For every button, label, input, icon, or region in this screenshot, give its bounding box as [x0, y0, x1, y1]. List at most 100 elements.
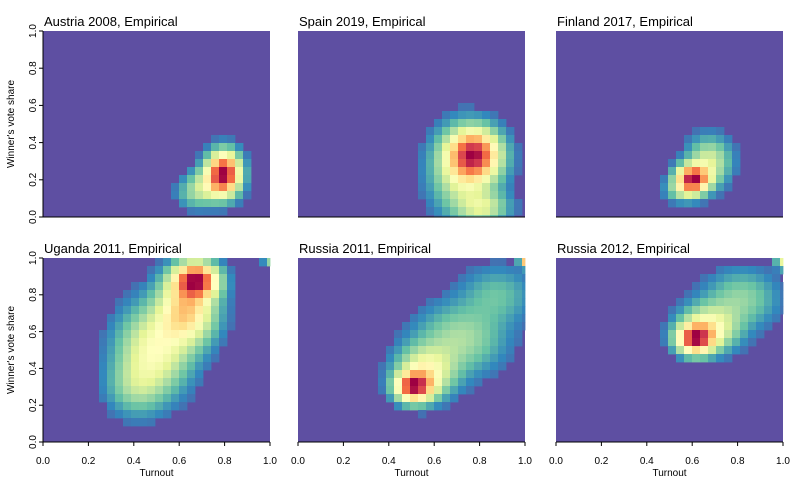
heatmap-cell: [203, 151, 212, 160]
heatmap-cell: [684, 330, 693, 339]
heatmap-cell: [426, 322, 435, 331]
heatmap-cell: [466, 378, 475, 387]
heatmap-cell: [442, 191, 451, 200]
heatmap-cell: [426, 386, 435, 395]
heatmap-cell: [171, 258, 180, 267]
heatmap-cell: [426, 199, 435, 208]
heatmap-cell: [708, 151, 717, 160]
heatmap-cell: [498, 258, 507, 267]
y-tick-label: 0.2: [28, 398, 39, 412]
heatmap-cell: [708, 127, 717, 136]
heatmap-cell: [426, 346, 435, 355]
heatmap-cell: [442, 127, 451, 136]
heatmap-cell: [700, 314, 709, 323]
heatmap-cell: [442, 354, 451, 363]
heatmap-cell: [99, 386, 108, 395]
heatmap-cell: [115, 394, 124, 403]
heatmap-cell: [195, 151, 204, 160]
heatmap-cell: [434, 338, 443, 347]
heatmap-cell: [211, 330, 220, 339]
heatmap-cell: [179, 346, 188, 355]
heatmap-cell: [506, 167, 515, 176]
heatmap-cell: [386, 346, 395, 355]
heatmap-cell: [155, 306, 164, 315]
heatmap-cell: [740, 298, 749, 307]
heatmap-cell: [123, 378, 132, 387]
heatmap-cell: [410, 354, 419, 363]
heatmap-cell: [514, 282, 523, 291]
heatmap-cell: [426, 159, 435, 168]
heatmap-cell: [716, 354, 725, 363]
heatmap-cell: [147, 306, 156, 315]
heatmap-cell: [179, 290, 188, 299]
heatmap-cell: [708, 159, 717, 168]
heatmap-cell: [203, 143, 212, 152]
heatmap-cell: [378, 370, 387, 379]
heatmap-cell: [772, 282, 781, 291]
heatmap-cell: [732, 314, 741, 323]
heatmap-cell: [107, 354, 116, 363]
heatmap-cell: [211, 282, 220, 291]
heatmap-cell: [748, 330, 757, 339]
heatmap-cell: [466, 119, 475, 128]
heatmap-cell: [740, 314, 749, 323]
heatmap-cell: [402, 354, 411, 363]
heatmap-cell: [772, 298, 781, 307]
heatmap-cell: [668, 306, 677, 315]
heatmap-cell: [474, 127, 483, 136]
heatmap-cell: [458, 354, 467, 363]
heatmap-cell: [450, 386, 459, 395]
heatmap-cell: [219, 167, 228, 176]
heatmap-cell: [139, 394, 148, 403]
heatmap-cell: [139, 402, 148, 411]
heatmap-cell: [498, 354, 507, 363]
heatmap-cell: [450, 175, 459, 184]
heatmap-cell: [740, 266, 749, 275]
heatmap-cell: [219, 207, 228, 216]
heatmap-cell: [211, 322, 220, 331]
heatmap-cell: [676, 175, 685, 184]
heatmap-cell: [410, 402, 419, 411]
heatmap-cell: [179, 314, 188, 323]
heatmap-cell: [107, 330, 116, 339]
heatmap-cell: [668, 159, 677, 168]
heatmap-cell: [139, 378, 148, 387]
heatmap-cell: [219, 290, 228, 299]
heatmap-cell: [692, 199, 701, 208]
heatmap-cell: [684, 151, 693, 160]
heatmap-cell: [474, 322, 483, 331]
heatmap-cell: [506, 143, 515, 152]
heatmap-cell: [490, 362, 499, 371]
heatmap-cell: [692, 183, 701, 192]
heatmap-cell: [115, 362, 124, 371]
heatmap-cell: [740, 274, 749, 283]
heatmap-cell: [474, 175, 483, 184]
heatmap-cell: [410, 346, 419, 355]
heatmap-cell: [139, 330, 148, 339]
heatmap-cell: [187, 354, 196, 363]
heatmap-cell: [458, 386, 467, 395]
heatmap-cell: [724, 266, 733, 275]
heatmap-cell: [676, 354, 685, 363]
heatmap-cell: [764, 274, 773, 283]
heatmap-cell: [684, 322, 693, 331]
heatmap-cell: [115, 346, 124, 355]
heatmap-cell: [147, 370, 156, 379]
heatmap-cell: [458, 338, 467, 347]
heatmap-cell: [474, 290, 483, 299]
heatmap-cell: [684, 167, 693, 176]
heatmap-cell: [195, 314, 204, 323]
heatmap-cell: [466, 298, 475, 307]
heatmap-cell: [466, 306, 475, 315]
heatmap-cell: [410, 378, 419, 387]
heatmap-cell: [498, 167, 507, 176]
heatmap-cell: [442, 338, 451, 347]
heatmap-cell: [700, 306, 709, 315]
heatmap-cell: [716, 175, 725, 184]
heatmap-cell: [474, 306, 483, 315]
heatmap-cell: [466, 135, 475, 144]
heatmap-cell: [732, 346, 741, 355]
heatmap-cell: [514, 258, 523, 267]
heatmap-cell: [179, 183, 188, 192]
